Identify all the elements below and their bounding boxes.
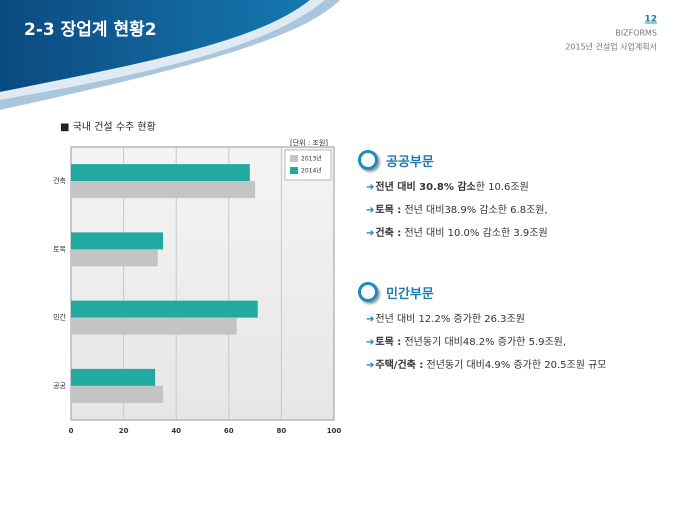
bar bbox=[71, 164, 250, 182]
x-tick-label: 80 bbox=[277, 427, 287, 435]
section: 민간부문전년 대비 12.2% 증가한 26.3조원토목 : 전년동기 대비48… bbox=[358, 282, 658, 381]
bar bbox=[71, 249, 158, 267]
bullet: 전년 대비 30.8% 감소한 10.6조원 bbox=[366, 180, 658, 195]
brand: BIZFORMS bbox=[615, 29, 657, 38]
bar bbox=[71, 300, 258, 318]
y-tick-label: 공공 bbox=[53, 382, 66, 390]
bullet: 토목 : 전년 대비38.9% 감소한 6.8조원, bbox=[366, 203, 658, 218]
legend-box bbox=[284, 149, 332, 181]
icon bbox=[358, 282, 378, 302]
bullet-text: 전년동기 대비4.9% 증가한 20.5조원 규모 bbox=[423, 360, 607, 371]
legend-swatch bbox=[290, 167, 298, 174]
bullet-text: 전년동기 대비48.2% 증가한 5.9조원, bbox=[401, 337, 567, 348]
bar bbox=[71, 317, 237, 335]
unit-label: [단위 : 조원] bbox=[290, 138, 328, 147]
x-tick-label: 100 bbox=[327, 427, 342, 435]
bar bbox=[71, 181, 256, 199]
icon bbox=[358, 150, 378, 170]
bar bbox=[71, 368, 156, 386]
bullet-text: 전년 대비38.9% 감소한 6.8조원, bbox=[401, 205, 548, 216]
bullet: 주택/건축 : 전년동기 대비4.9% 증가한 20.5조원 규모 bbox=[366, 358, 658, 373]
section: 공공부문전년 대비 30.8% 감소한 10.6조원토목 : 전년 대비38.9… bbox=[358, 150, 658, 249]
bullet: 전년 대비 12.2% 증가한 26.3조원 bbox=[366, 312, 658, 327]
plot-border bbox=[70, 146, 335, 421]
bullet-text: 전년 대비 12.2% 증가한 26.3조원 bbox=[375, 314, 525, 325]
y-tick-label: 민간 bbox=[53, 313, 66, 322]
bar bbox=[71, 385, 164, 403]
section-heading: 민간부문 bbox=[358, 282, 658, 302]
bar bbox=[71, 232, 164, 250]
x-tick-label: 0 bbox=[69, 427, 74, 435]
section-heading: 공공부문 bbox=[358, 150, 658, 170]
chart-title: ■ 국내 건설 수주 현황 bbox=[60, 121, 156, 133]
x-tick-label: 60 bbox=[224, 427, 234, 435]
legend-label: 2013년 bbox=[301, 155, 322, 163]
slide-title: 2-3 장업계 현황2 bbox=[24, 20, 157, 40]
y-tick-label: 토목 bbox=[53, 245, 66, 253]
bullet: 토목 : 전년동기 대비48.2% 증가한 5.9조원, bbox=[366, 335, 658, 350]
bullet-text: 전년 대비 10.0% 감소한 3.9조원 bbox=[401, 228, 548, 239]
bullet-lead: 토목 : bbox=[375, 337, 402, 348]
bullet-lead: 주택/건축 : bbox=[375, 360, 424, 371]
heading-text: 공공부문 bbox=[386, 154, 434, 170]
legend-label: 2014년 bbox=[301, 167, 322, 175]
bullet-text: 한 10.6조원 bbox=[475, 182, 529, 193]
y-tick-label: 건축 bbox=[53, 176, 66, 185]
page-number: 12 bbox=[644, 15, 657, 25]
bullet-lead: 토목 : bbox=[375, 205, 402, 216]
heading-text: 민간부문 bbox=[386, 286, 434, 302]
header-line bbox=[0, 0, 325, 100]
legend-swatch bbox=[290, 155, 298, 162]
bullet-lead: 전년 대비 30.8% 감소 bbox=[375, 182, 476, 193]
bullet: 건축 : 전년 대비 10.0% 감소한 3.9조원 bbox=[366, 226, 658, 241]
x-tick-label: 40 bbox=[171, 427, 181, 435]
doc-name: 2015년 건설업 사업계획서 bbox=[565, 42, 657, 52]
x-tick-label: 20 bbox=[119, 427, 129, 435]
header-band bbox=[0, 0, 310, 92]
bullet-lead: 건축 : bbox=[375, 228, 402, 239]
